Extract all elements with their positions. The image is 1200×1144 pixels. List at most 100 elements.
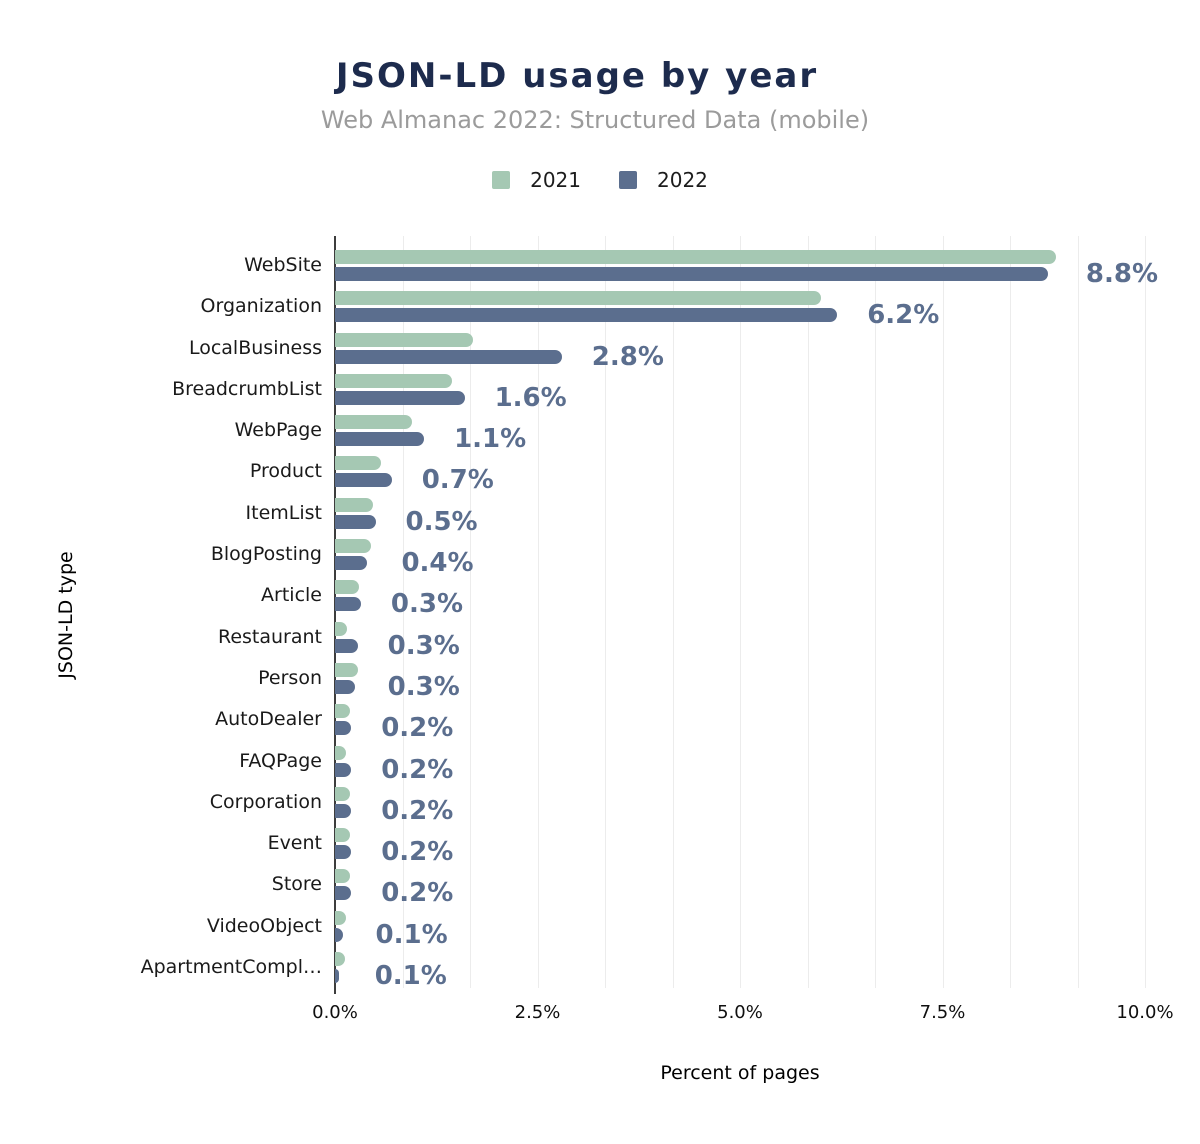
bar-row: Restaurant 0.3% (218, 618, 1145, 661)
gridline (807, 236, 809, 988)
x-axis-ticks: 0.0% 2.5% 5.0% 7.5% 10.0% (0, 1002, 1200, 1026)
bar-2022[interactable] (335, 390, 465, 405)
gridline (1145, 236, 1146, 988)
value-label: 0.4% (401, 548, 474, 579)
value-label: 0.1% (374, 961, 447, 992)
bar-2022[interactable] (335, 349, 562, 364)
category-label: VideoObject (206, 914, 322, 937)
bar-row: ItemList 0.5% (246, 494, 1145, 537)
plot-area: WebSite 8.8% Organization 6.2% LocalBusiness… (141, 236, 1158, 994)
bar-2022[interactable] (335, 845, 352, 860)
legend-label-2021: 2021 (530, 168, 581, 192)
category-label: Article (261, 584, 322, 607)
bar-2021[interactable] (335, 291, 821, 306)
bar-2021[interactable] (335, 415, 412, 430)
bar-2022[interactable] (335, 803, 352, 818)
category-label: Person (258, 666, 322, 689)
bar-2022[interactable] (335, 721, 352, 736)
bar-2022[interactable] (335, 308, 838, 323)
bar-2021[interactable] (335, 828, 350, 843)
bar-row: Article 0.3% (261, 576, 1145, 620)
bar-row: BreadcrumbList 1.6% (172, 370, 1145, 413)
category-label: Product (249, 460, 322, 483)
value-label: 8.8% (1085, 259, 1158, 289)
bar-2022[interactable] (335, 432, 425, 447)
gridline (470, 236, 471, 988)
bar-2021[interactable] (335, 621, 348, 636)
bar-2021[interactable] (335, 539, 372, 554)
bar-2022[interactable] (335, 762, 352, 777)
bar-2021[interactable] (335, 497, 374, 512)
category-label: Store (271, 873, 322, 896)
bar-row: Person 0.3% (258, 659, 1145, 702)
category-label: AutoDealer (215, 708, 322, 731)
bar-2022[interactable] (335, 969, 340, 984)
bar-2022[interactable] (335, 638, 358, 653)
value-label: 1.6% (494, 382, 567, 413)
x-tick-label: 5.0% (717, 1002, 763, 1023)
value-label: 0.3% (387, 671, 460, 702)
x-tick-label: 7.5% (919, 1002, 966, 1023)
bar-2021[interactable] (335, 456, 382, 471)
chart-title: JSON-LD usage by year (335, 56, 819, 96)
chart-area: JSON-LD type WebSite 8.8% Organization 6.2%… (0, 236, 1200, 994)
bar-row: VideoObject 0.1% (207, 907, 1145, 950)
bar-2021[interactable] (335, 745, 346, 760)
category-label: Restaurant (217, 625, 322, 648)
value-label: 0.3% (387, 630, 460, 661)
bar-2022[interactable] (335, 927, 344, 942)
bar-row: BlogPosting 0.4% (211, 535, 1145, 579)
legend-swatch-2021 (492, 171, 511, 189)
bar-2021[interactable] (335, 704, 350, 719)
gridline (1077, 236, 1079, 988)
bar-row: AutoDealer 0.2% (215, 700, 1145, 744)
bar-2021[interactable] (335, 332, 473, 347)
legend-item-2021[interactable]: 2021 (492, 168, 581, 192)
bar-2022[interactable] (335, 514, 376, 529)
gridline (1010, 236, 1011, 988)
bar-row: Event 0.2% (268, 824, 1145, 868)
value-label: 0.2% (381, 795, 454, 826)
bar-2021[interactable] (335, 910, 346, 925)
bar-2022[interactable] (335, 556, 368, 571)
value-label: 0.2% (381, 713, 454, 744)
category-label: ApartmentCompl… (140, 956, 322, 979)
bar-row: LocalBusiness 2.8% (189, 329, 1145, 372)
category-label: Organization (200, 295, 322, 318)
category-label: BlogPosting (210, 543, 322, 566)
bar-rows: WebSite 8.8% Organization 6.2% LocalBusiness… (141, 246, 1158, 992)
bar-2021[interactable] (335, 580, 360, 595)
category-label: ItemList (245, 501, 322, 524)
value-label: 0.5% (405, 506, 478, 537)
bar-row: Corporation 0.2% (210, 783, 1145, 826)
value-label: 0.2% (381, 837, 454, 868)
y-axis-line (334, 236, 336, 994)
bar-2022[interactable] (335, 886, 352, 901)
category-label: Corporation (209, 790, 322, 813)
bar-2022[interactable] (335, 597, 361, 612)
category-label: LocalBusiness (188, 336, 322, 359)
legend-item-2022[interactable]: 2022 (619, 168, 708, 192)
bar-2021[interactable] (335, 869, 350, 884)
bar-row: WebPage 1.1% (235, 411, 1145, 454)
category-label: BreadcrumbList (172, 377, 322, 400)
bar-2021[interactable] (335, 373, 453, 388)
bar-row: ApartmentCompl… 0.1% (141, 948, 1145, 992)
legend-label-2022: 2022 (657, 168, 708, 192)
bar-row: Store 0.2% (272, 865, 1145, 908)
bar-row: Product 0.7% (250, 452, 1145, 495)
x-axis-title: Percent of pages (660, 1062, 820, 1084)
bar-2021[interactable] (335, 662, 358, 677)
x-tick-label: 0.0% (312, 1002, 358, 1023)
value-label: 0.3% (390, 589, 464, 620)
legend-swatch-2022 (619, 171, 637, 189)
bar-2022[interactable] (335, 267, 1048, 281)
x-tick-label: 10.0% (1116, 1002, 1174, 1023)
bar-2021[interactable] (335, 952, 345, 967)
bar-2022[interactable] (335, 473, 392, 488)
bar-2021[interactable] (335, 250, 1056, 264)
bar-2022[interactable] (335, 679, 356, 694)
value-label: 0.1% (375, 919, 448, 950)
bar-2021[interactable] (335, 786, 350, 801)
